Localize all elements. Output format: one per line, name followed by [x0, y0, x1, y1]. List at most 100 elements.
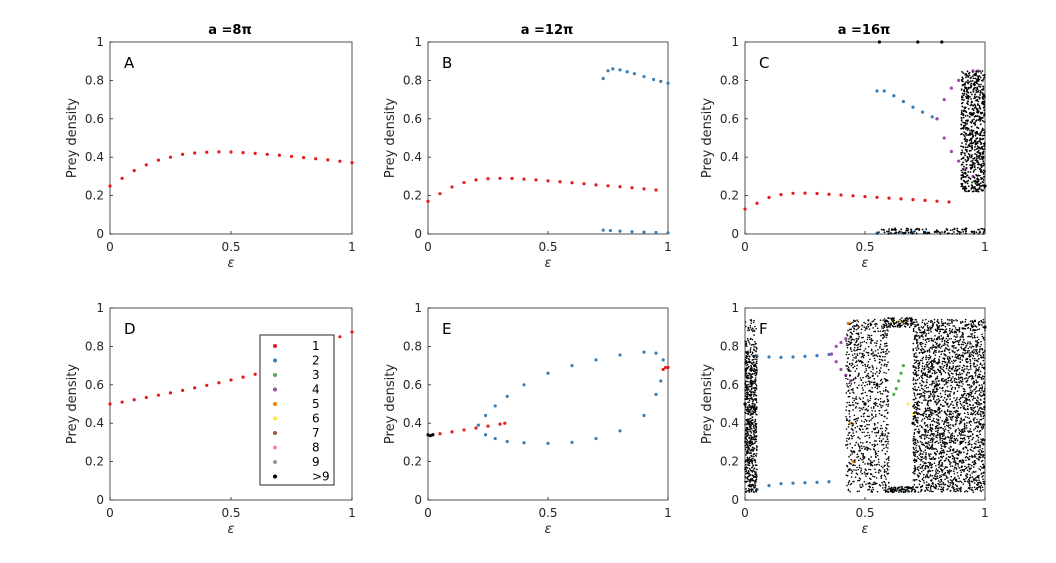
chaos-point: [960, 102, 963, 105]
chaos-point: [981, 116, 984, 119]
chaos-point: [981, 387, 984, 390]
chaos-point: [870, 339, 873, 342]
chaos-point: [960, 116, 963, 119]
chaos-point: [874, 440, 876, 442]
chaos-point: [961, 462, 963, 464]
chaos-point: [751, 328, 753, 331]
chaos-point: [966, 435, 969, 438]
y-tick-label: 0.2: [85, 455, 104, 469]
chaos-point: [962, 356, 965, 358]
chaos-point: [931, 372, 934, 375]
chaos-point: [921, 228, 924, 231]
chaos-point: [977, 178, 980, 181]
chaos-point: [885, 440, 888, 443]
chaos-point: [877, 348, 879, 351]
chaos-point: [942, 344, 945, 347]
chaos-point: [977, 103, 979, 105]
chaos-point: [924, 446, 927, 448]
chaos-point: [973, 180, 975, 183]
chaos-point: [983, 229, 986, 232]
chaos-point: [968, 353, 971, 356]
chaos-point: [868, 366, 870, 369]
chaos-point: [863, 340, 866, 343]
chaos-point: [926, 445, 928, 447]
chaos-point: [975, 188, 978, 191]
chaos-point: [928, 464, 931, 466]
chaos-point: [883, 364, 885, 367]
chaos-point: [860, 420, 863, 422]
chaos-point: [874, 354, 876, 356]
chaos-point: [858, 397, 861, 399]
chaos-point: [926, 366, 929, 368]
chaos-point: [983, 128, 985, 131]
data-point: [546, 371, 550, 375]
chaos-point: [978, 351, 981, 353]
chaos-point: [925, 318, 927, 321]
chaos-point: [848, 353, 850, 356]
chaos-point: [856, 402, 859, 405]
data-point: [108, 402, 112, 406]
chaos-point: [960, 119, 963, 122]
chaos-point: [951, 432, 954, 435]
chaos-point: [854, 444, 856, 446]
chaos-point: [884, 409, 886, 412]
chaos-point: [845, 365, 847, 367]
chaos-point: [968, 431, 970, 433]
chaos-point: [922, 391, 925, 394]
chaos-point: [876, 427, 878, 429]
chaos-point: [936, 320, 938, 323]
chaos-point: [956, 489, 959, 491]
chaos-point: [949, 418, 952, 420]
chaos-point: [930, 384, 933, 386]
chaos-point: [971, 75, 974, 78]
chaos-point: [925, 387, 928, 389]
data-point: [983, 325, 987, 329]
chaos-point: [961, 105, 964, 108]
chaos-point: [919, 331, 921, 334]
chaos-point: [983, 397, 986, 400]
data-point: [193, 386, 197, 390]
chaos-point: [922, 319, 924, 321]
chaos-point: [951, 452, 953, 455]
chaos-point: [920, 334, 923, 337]
chaos-point: [961, 431, 963, 434]
chaos-point: [917, 416, 919, 419]
chaos-point: [874, 350, 877, 352]
chaos-point: [979, 444, 981, 447]
chaos-point: [973, 334, 976, 337]
chaos-point: [972, 104, 975, 107]
chaos-point: [879, 355, 882, 358]
chaos-point: [848, 420, 850, 422]
chaos-point: [967, 96, 970, 99]
chaos-point: [971, 142, 974, 145]
chaos-point: [935, 468, 938, 470]
chaos-point: [915, 408, 918, 411]
x-tick-label: 0.5: [538, 240, 557, 254]
chaos-point: [865, 326, 868, 328]
chaos-point: [914, 372, 917, 374]
chaos-point: [970, 347, 973, 349]
chaos-point: [880, 439, 883, 442]
chaos-point: [861, 336, 863, 339]
data-point: [743, 207, 747, 211]
chaos-point: [971, 374, 973, 377]
chaos-point: [944, 330, 946, 333]
chaos-point: [862, 397, 864, 399]
data-point: [618, 353, 622, 357]
chaos-point: [966, 469, 969, 471]
chaos-point: [930, 453, 932, 455]
chaos-point: [858, 427, 861, 430]
chaos-point: [867, 463, 869, 465]
chaos-point: [939, 441, 942, 443]
chaos-point: [745, 473, 747, 475]
chaos-point: [926, 373, 929, 376]
chaos-point: [945, 475, 948, 478]
chaos-point: [860, 384, 863, 387]
chaos-point: [979, 119, 982, 122]
chaos-point: [860, 379, 862, 381]
chaos-point: [980, 227, 983, 230]
chaos-point: [980, 484, 983, 487]
chaos-point: [942, 442, 944, 445]
